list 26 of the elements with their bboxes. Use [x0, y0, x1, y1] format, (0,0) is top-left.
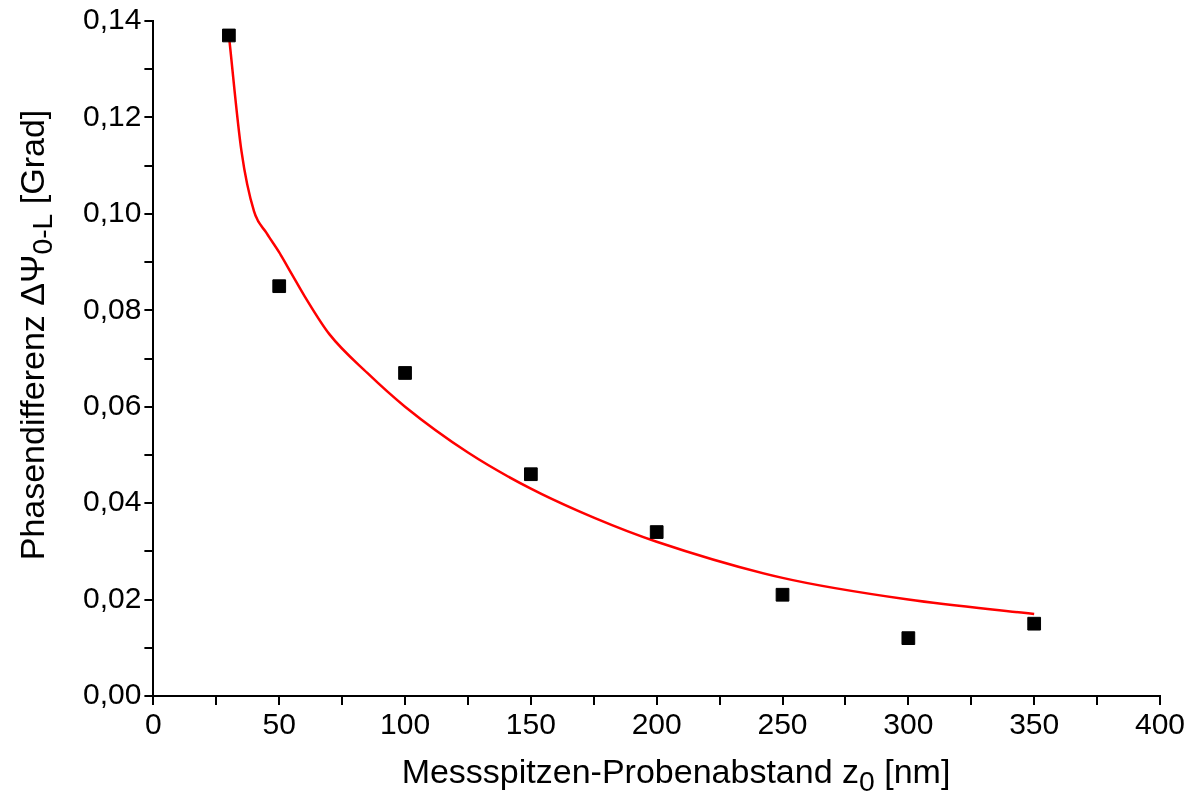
- x-axis-title: Messspitzen-Probenabstand z$_{0}$ [nm]: [400, 752, 952, 798]
- point: [398, 366, 412, 380]
- point: [524, 467, 538, 482]
- y-tick-label: 0,04: [83, 484, 142, 518]
- point: [1027, 616, 1042, 631]
- y-tick-label: 0,06: [83, 387, 142, 421]
- point: [222, 28, 236, 43]
- x-tick-label: 250: [757, 707, 808, 741]
- x-tick-label: 50: [262, 707, 296, 741]
- x-tick-label: 100: [380, 707, 431, 741]
- y-tick-label: 0,12: [83, 98, 142, 132]
- x-tick-label: 400: [1134, 707, 1186, 741]
- y-tick-label: 0,10: [83, 195, 142, 229]
- y-tick-label: 0,14: [83, 2, 142, 36]
- y-tick-label: 0,00: [83, 677, 142, 711]
- point: [775, 587, 790, 602]
- point: [272, 279, 287, 294]
- x-tick-label: 350: [1009, 707, 1060, 741]
- point: [649, 525, 664, 539]
- x-tick-label: 200: [631, 707, 682, 741]
- x-tick-label: 300: [883, 707, 934, 741]
- x-tick-label: 150: [505, 707, 556, 741]
- y-tick-label: 0,02: [83, 580, 142, 614]
- y-tick-label: 0,08: [83, 291, 142, 325]
- point: [901, 631, 916, 646]
- x-tick-label: 0: [145, 707, 162, 741]
